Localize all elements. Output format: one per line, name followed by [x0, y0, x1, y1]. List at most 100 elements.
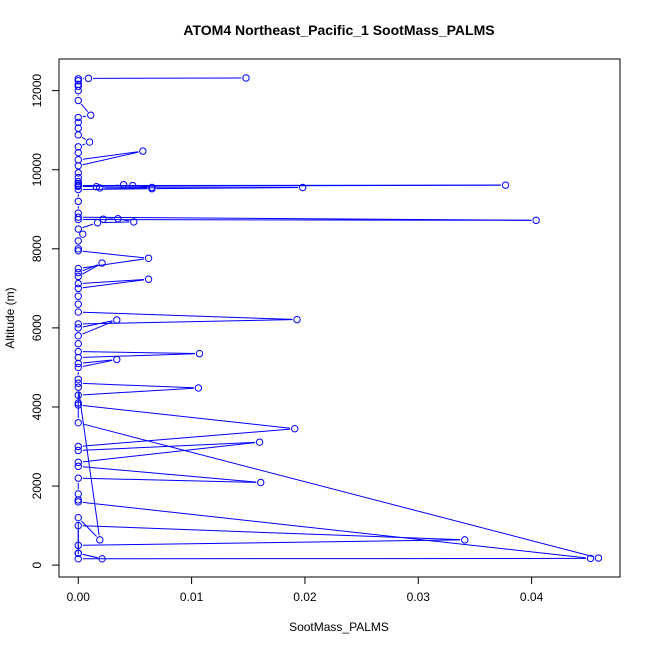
data-point	[74, 149, 82, 157]
data-point	[594, 554, 603, 562]
y-tick-label: 4000	[30, 393, 44, 420]
data-point	[293, 315, 301, 324]
data-point	[194, 384, 203, 392]
data-point	[74, 177, 82, 186]
y-tick-label: 10000	[30, 153, 44, 187]
series-segment	[122, 219, 130, 222]
data-point	[74, 359, 82, 368]
data-point	[74, 458, 82, 467]
series-segment	[82, 264, 98, 272]
series-segment	[82, 404, 291, 429]
data-point	[74, 541, 82, 550]
data-point	[74, 247, 82, 255]
data-point	[74, 86, 82, 95]
series-segment	[82, 353, 195, 358]
data-point	[74, 474, 82, 482]
data-point	[74, 77, 82, 85]
data-point	[74, 496, 82, 504]
data-point	[74, 324, 82, 332]
data-point	[74, 379, 82, 387]
series-segment	[82, 382, 194, 389]
series-segment	[82, 223, 94, 229]
data-point	[74, 162, 82, 170]
data-point	[74, 549, 82, 557]
y-axis-label: Altitude (m)	[3, 287, 17, 348]
data-point	[74, 363, 82, 372]
data-point	[113, 316, 121, 324]
data-point	[74, 442, 82, 451]
data-point	[74, 225, 82, 233]
series-segment	[80, 103, 89, 112]
series-segment	[102, 221, 130, 224]
data-point	[74, 555, 82, 563]
data-point	[74, 521, 82, 530]
data-point	[74, 320, 82, 328]
series-segment	[82, 351, 195, 355]
data-point	[98, 259, 106, 267]
x-tick-label: 0.00	[67, 590, 91, 604]
data-point	[74, 264, 82, 273]
series-segment	[82, 321, 113, 335]
series-segment	[82, 428, 291, 447]
series-segment	[82, 320, 113, 328]
series-segment	[82, 151, 139, 160]
data-point	[255, 438, 264, 446]
data-point	[148, 184, 156, 193]
data-point	[74, 375, 82, 383]
data-point	[461, 536, 469, 544]
data-point	[74, 401, 82, 409]
data-point	[98, 555, 106, 563]
data-point	[144, 254, 153, 262]
y-tick-label: 2000	[30, 472, 44, 499]
y-tick-label: 0	[30, 561, 44, 568]
series-segment	[82, 387, 194, 396]
series-segment	[82, 264, 99, 275]
data-point	[113, 355, 121, 364]
data-point	[85, 138, 94, 146]
series-segment	[82, 423, 595, 558]
data-point	[74, 279, 82, 288]
series-segment	[82, 279, 144, 284]
series-segment	[82, 151, 139, 166]
data-point	[74, 292, 82, 300]
data-point	[501, 181, 510, 189]
data-point	[84, 74, 93, 83]
series-segment	[81, 520, 97, 537]
series-segment	[82, 359, 113, 367]
data-point	[74, 340, 82, 348]
data-point	[74, 131, 82, 139]
data-point	[96, 184, 104, 192]
series-segment	[82, 250, 145, 259]
series-segment	[82, 525, 461, 541]
data-point	[74, 300, 82, 308]
data-point	[74, 197, 82, 206]
data-point	[130, 218, 138, 226]
data-point	[74, 419, 82, 427]
data-point	[144, 275, 153, 283]
series-segment	[82, 115, 87, 118]
series-segment	[156, 187, 299, 190]
data-point	[195, 349, 204, 358]
data-point	[74, 237, 82, 245]
series-segment	[81, 136, 86, 141]
data-point	[128, 181, 137, 190]
data-point	[586, 554, 595, 563]
data-point	[74, 383, 82, 391]
data-point	[79, 230, 87, 238]
data-point	[87, 111, 95, 119]
x-tick-label: 0.01	[180, 590, 204, 604]
data-point	[74, 182, 82, 191]
data-point	[74, 82, 82, 90]
data-point	[74, 113, 82, 122]
x-tick-label: 0.02	[293, 590, 317, 604]
data-point	[74, 185, 82, 194]
x-axis: 0.00 0.01 0.02 0.03 0.04	[67, 576, 544, 604]
series-segment	[82, 188, 148, 190]
data-point	[74, 169, 82, 177]
data-point	[74, 75, 82, 83]
series-segment	[82, 539, 461, 546]
data-point	[74, 308, 82, 316]
y-tick-label: 8000	[30, 235, 44, 262]
data-point	[74, 391, 82, 399]
